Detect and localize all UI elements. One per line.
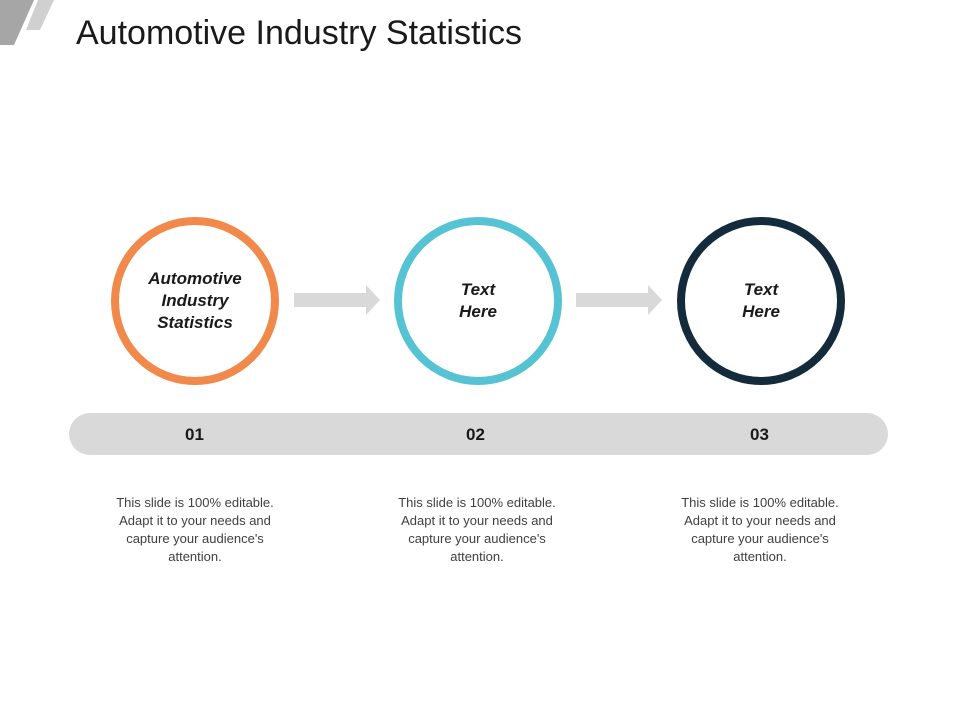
arrow-right-icon bbox=[294, 285, 380, 315]
step-2-label: Text Here bbox=[459, 280, 497, 321]
step-3-circle: Text Here bbox=[677, 217, 845, 385]
step-1-bar: 01 bbox=[69, 413, 369, 455]
step-2-circle: Text Here bbox=[394, 217, 562, 385]
step-3-number: 03 bbox=[750, 425, 769, 444]
step-3-label: Text Here bbox=[742, 280, 780, 321]
step-3-description: This slide is 100% editable. Adapt it to… bbox=[681, 495, 839, 564]
step-2-number: 02 bbox=[466, 425, 485, 444]
step-3-bar: 03 bbox=[585, 413, 888, 455]
arrow-right-icon bbox=[576, 285, 662, 315]
step-1-circle: Automotive Industry Statistics bbox=[111, 217, 279, 385]
page-title: Automotive Industry Statistics bbox=[76, 14, 522, 52]
step-2-bar: 02 bbox=[327, 413, 627, 455]
step-1-description: This slide is 100% editable. Adapt it to… bbox=[116, 495, 274, 564]
step-2-description: This slide is 100% editable. Adapt it to… bbox=[398, 495, 556, 564]
corner-decoration bbox=[0, 0, 54, 45]
step-1-number: 01 bbox=[185, 425, 204, 444]
step-1-label: Automotive Industry Statistics bbox=[148, 269, 242, 332]
